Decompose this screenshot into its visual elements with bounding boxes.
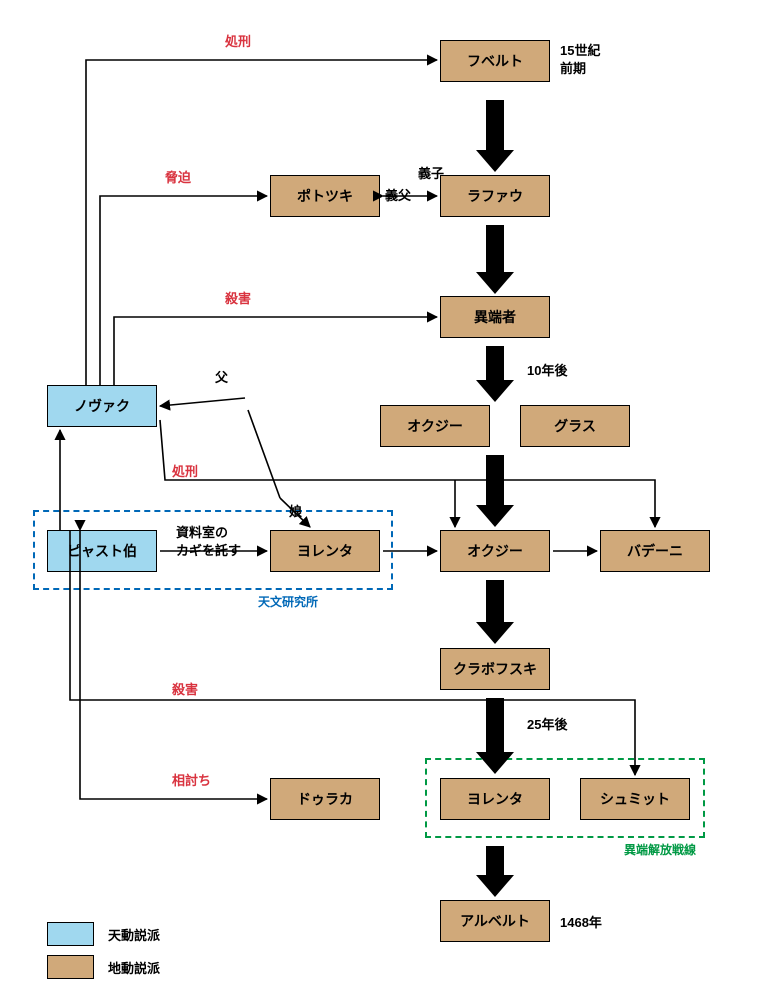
node-hubert: フベルト xyxy=(440,40,550,82)
note-tenyr: 10年後 xyxy=(527,360,567,379)
node-label: グラス xyxy=(554,416,596,436)
label-satsugai1: 殺害 xyxy=(225,288,251,307)
node-itansha: 異端者 xyxy=(440,296,550,338)
node-duraka: ドゥラカ xyxy=(270,778,380,820)
node-label: クラボフスキ xyxy=(453,659,537,679)
node-yolenta2: ヨレンタ xyxy=(440,778,550,820)
node-label: ラファウ xyxy=(467,186,523,206)
node-label: ポトツキ xyxy=(297,186,353,206)
node-label: ドゥラカ xyxy=(297,789,353,809)
label-gifu: 義父 xyxy=(385,185,411,204)
label-musume: 娘 xyxy=(289,501,302,520)
note-era1b: 前期 xyxy=(560,58,586,77)
group-observatory-label: 天文研究所 xyxy=(258,593,318,610)
node-badeni: バデーニ xyxy=(600,530,710,572)
node-yolenta1: ヨレンタ xyxy=(270,530,380,572)
label-aiuchi: 相討ち xyxy=(172,770,211,789)
note-yr25: 25年後 xyxy=(527,714,567,733)
label-gishi: 義子 xyxy=(418,163,444,182)
node-label: 異端者 xyxy=(474,307,516,327)
node-schmitt: シュミット xyxy=(580,778,690,820)
group-liberation-label: 異端解放戦線 xyxy=(624,841,696,858)
label-satsugai2: 殺害 xyxy=(172,679,198,698)
node-label: バデーニ xyxy=(627,541,683,561)
node-kurabo: クラボフスキ xyxy=(440,648,550,690)
node-novak: ノヴァク xyxy=(47,385,157,427)
node-rafau: ラファウ xyxy=(440,175,550,217)
note-era1: 15世紀 xyxy=(560,40,600,59)
node-label: オクジー xyxy=(407,416,463,436)
node-okuji2: オクジー xyxy=(440,530,550,572)
legend-tan-box xyxy=(47,955,94,979)
node-pototsuki: ポトツキ xyxy=(270,175,380,217)
node-okuji1: オクジー xyxy=(380,405,490,447)
node-label: ピャスト伯 xyxy=(67,541,137,561)
label-shokei2: 処刑 xyxy=(172,461,198,480)
label-kagi2: カギを託す xyxy=(176,540,241,559)
node-label: ヨレンタ xyxy=(467,789,523,809)
legend-tan-text: 地動説派 xyxy=(108,958,160,977)
node-label: オクジー xyxy=(467,541,523,561)
node-label: ヨレンタ xyxy=(297,541,353,561)
label-kagi: 資料室の xyxy=(176,522,228,541)
label-chichi: 父 xyxy=(215,367,228,386)
node-label: シュミット xyxy=(600,789,670,809)
node-label: ノヴァク xyxy=(74,396,130,416)
node-gras: グラス xyxy=(520,405,630,447)
legend-blue-text: 天動説派 xyxy=(108,925,160,944)
legend-blue-box xyxy=(47,922,94,946)
node-label: アルベルト xyxy=(460,911,530,931)
node-albert: アルベルト xyxy=(440,900,550,942)
label-shokei1: 処刑 xyxy=(225,31,251,50)
label-kyohaku: 脅迫 xyxy=(165,167,191,186)
note-yr1468: 1468年 xyxy=(560,912,602,931)
node-label: フベルト xyxy=(467,51,523,71)
node-piasto: ピャスト伯 xyxy=(47,530,157,572)
